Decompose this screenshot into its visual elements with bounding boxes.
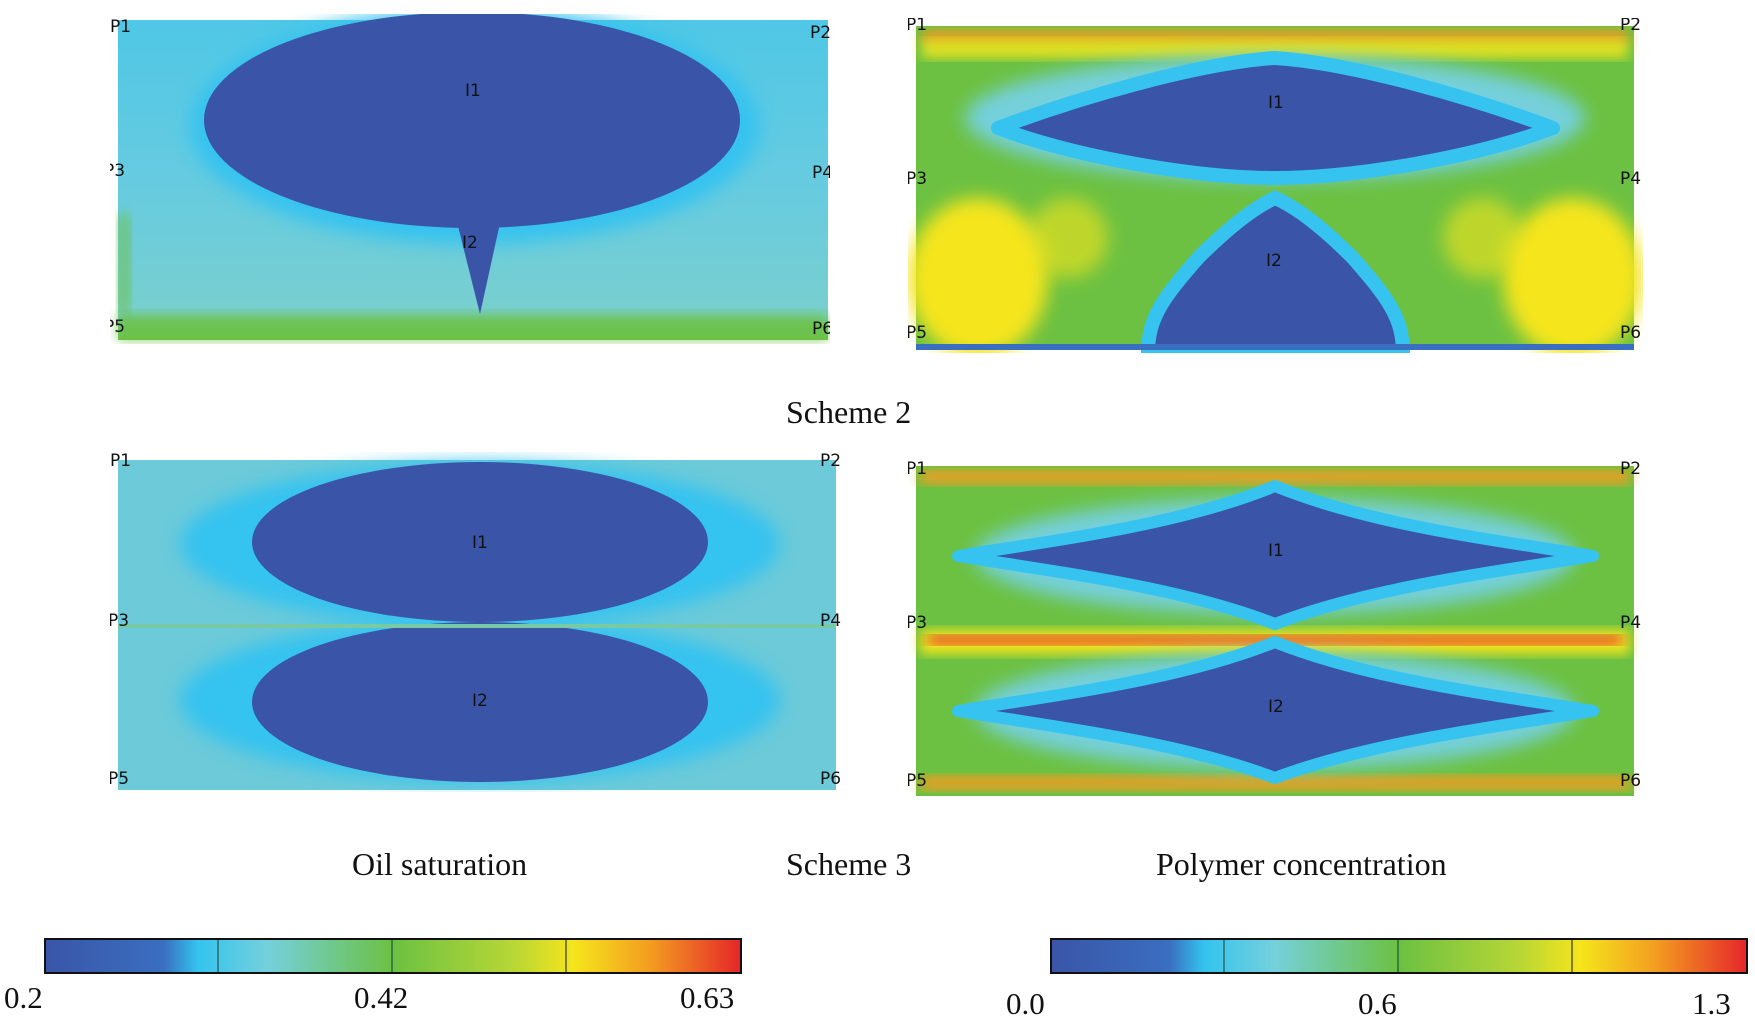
well-label-i2: I2 <box>462 233 478 253</box>
well-label-i1: I1 <box>472 533 488 553</box>
caption-oil-saturation: Oil saturation <box>352 846 528 882</box>
well-label-p5: P5 <box>908 771 927 791</box>
well-labels: P1 P2 P3 P4 P5 P6 I1 I2 <box>110 17 830 339</box>
well-label-i2: I2 <box>1266 251 1282 271</box>
well-label-p2: P2 <box>820 452 841 471</box>
well-labels: P1 P2 P3 P4 P5 P6 I1 I2 <box>908 459 1641 791</box>
scheme3-polymer-concentration-map: P1 P2 P3 P4 P5 P6 I1 I2 <box>908 456 1643 800</box>
well-labels: P1 P2 P3 P4 P5 P6 I1 I2 <box>908 18 1641 343</box>
well-label-i1: I1 <box>1268 541 1284 561</box>
well-label-p1: P1 <box>110 17 131 37</box>
polymer-concentration-colorbar <box>1050 938 1750 981</box>
polymer-colorbar-mid: 0.6 <box>1358 986 1397 1021</box>
well-label-p6: P6 <box>812 319 830 339</box>
well-label-i2: I2 <box>1268 697 1284 717</box>
well-labels: P1 P2 P3 P4 P5 P6 I1 I2 <box>110 452 841 789</box>
well-label-p4: P4 <box>1620 169 1641 189</box>
well-label-p1: P1 <box>908 18 927 35</box>
well-label-p6: P6 <box>1620 323 1641 343</box>
well-label-p2: P2 <box>1620 459 1641 479</box>
well-label-p1: P1 <box>908 459 927 479</box>
well-label-p2: P2 <box>1620 18 1641 35</box>
scheme2-polymer-concentration-map: P1 P2 P3 P4 P5 P6 I1 I2 <box>908 18 1643 353</box>
caption-polymer-concentration: Polymer concentration <box>1156 846 1447 882</box>
well-label-i1: I1 <box>465 81 481 101</box>
well-label-i2: I2 <box>472 691 488 711</box>
well-label-p3: P3 <box>110 161 125 181</box>
caption-scheme3: Scheme 3 <box>786 846 912 882</box>
scheme2-oil-saturation-map: P1 P2 P3 P4 P5 P6 I1 I2 <box>110 14 830 344</box>
oil-colorbar-mid: 0.42 <box>354 980 409 1015</box>
well-label-p4: P4 <box>1620 613 1641 633</box>
well-label-p4: P4 <box>820 611 841 631</box>
polymer-colorbar-max: 1.3 <box>1692 986 1731 1021</box>
well-label-p6: P6 <box>820 769 841 789</box>
well-label-p5: P5 <box>908 323 927 343</box>
polymer-colorbar-min: 0.0 <box>1006 986 1045 1021</box>
oil-colorbar-min: 0.2 <box>4 980 43 1015</box>
well-label-p3: P3 <box>110 611 129 631</box>
scheme3-oil-saturation-map: P1 P2 P3 P4 P5 P6 I1 I2 <box>110 452 845 792</box>
well-label-p3: P3 <box>908 169 927 189</box>
well-label-p5: P5 <box>110 769 129 789</box>
well-label-p3: P3 <box>908 613 927 633</box>
well-label-i1: I1 <box>1268 93 1284 113</box>
well-label-p4: P4 <box>812 163 830 183</box>
well-label-p1: P1 <box>110 452 131 471</box>
well-label-p5: P5 <box>110 317 125 337</box>
well-label-p2: P2 <box>810 23 830 43</box>
caption-scheme2: Scheme 2 <box>786 394 912 430</box>
oil-colorbar-max: 0.63 <box>680 980 735 1015</box>
oil-saturation-colorbar <box>44 938 744 981</box>
well-label-p6: P6 <box>1620 771 1641 791</box>
